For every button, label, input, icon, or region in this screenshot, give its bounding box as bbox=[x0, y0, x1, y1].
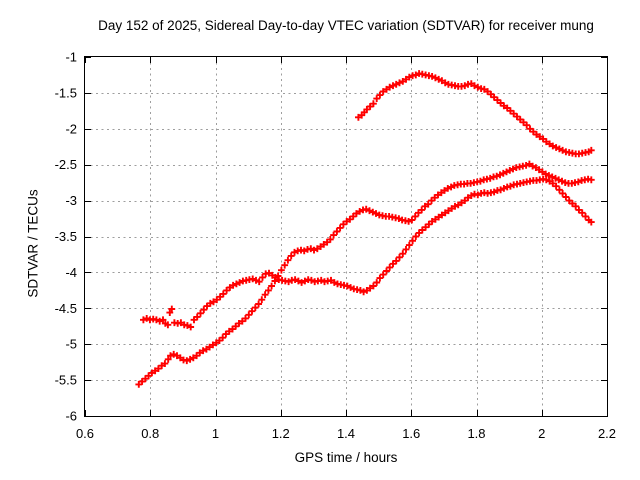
y-tick-label: -1 bbox=[65, 50, 77, 65]
y-tick-label: -5 bbox=[65, 337, 77, 352]
tick-labels: 0.6 0.8 1 1.2 1.4 1.6 1.8 2 2.2 -1 -1.5 -2 -2.5 -3 -3.… bbox=[55, 50, 616, 442]
y-tick-label: -1.5 bbox=[55, 85, 77, 100]
y-tick-label: -6 bbox=[65, 409, 77, 424]
chart-title: Day 152 of 2025, Sidereal Day-to-day VTE… bbox=[98, 18, 594, 33]
x-tick-label: 2.2 bbox=[598, 426, 616, 441]
y-tick-label: -2 bbox=[65, 121, 77, 136]
x-axis-label: GPS time / hours bbox=[294, 450, 398, 465]
x-tick-label: 1.6 bbox=[402, 426, 420, 441]
x-tick-label: 1.8 bbox=[467, 426, 485, 441]
x-tick-label: 0.6 bbox=[76, 426, 94, 441]
x-tick-label: 2 bbox=[538, 426, 545, 441]
x-tick-label: 0.8 bbox=[141, 426, 159, 441]
middle-trace-points bbox=[140, 175, 595, 331]
lower-trace-points bbox=[135, 160, 595, 388]
y-tick-label: -3 bbox=[65, 193, 77, 208]
x-tick-label: 1.4 bbox=[337, 426, 355, 441]
y-tick-label: -4 bbox=[65, 265, 77, 280]
y-tick-label: -2.5 bbox=[55, 157, 77, 172]
x-tick-label: 1.2 bbox=[272, 426, 290, 441]
x-tick-label: 1 bbox=[212, 426, 219, 441]
y-tick-label: -4.5 bbox=[55, 301, 77, 316]
y-tick-label: -5.5 bbox=[55, 373, 77, 388]
axes-border-and-ticks bbox=[84, 56, 608, 417]
upper-trace-points bbox=[355, 70, 595, 158]
grid-lines bbox=[85, 57, 607, 416]
y-tick-label: -3.5 bbox=[55, 229, 77, 244]
